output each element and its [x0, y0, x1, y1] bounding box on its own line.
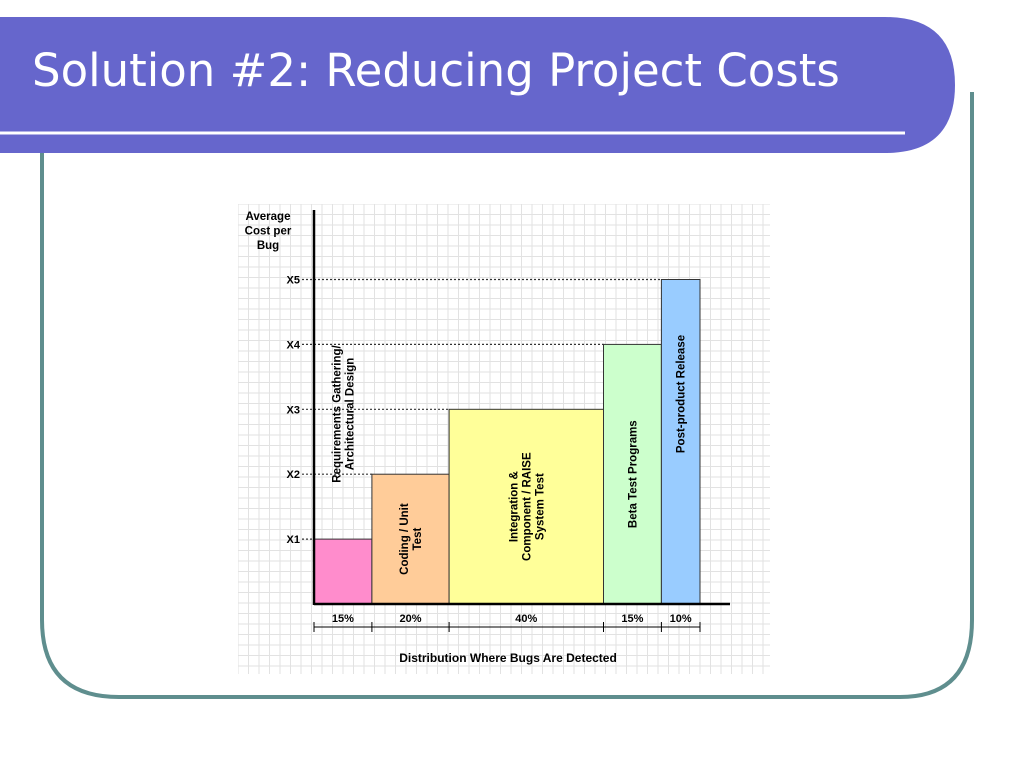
bar-label: Post-product Release: [676, 335, 688, 453]
bar: [660, 279, 701, 605]
bar-label-line: Architectural Design: [344, 358, 356, 470]
labels: X1 X2 X3 X4 X5 Average Cost per Bug Requirements…: [245, 211, 692, 665]
bar-label: Coding / Unit Test: [399, 503, 424, 575]
bar-label: Requirements Gathering/Architectural Des…: [331, 345, 356, 483]
bar-label-line: Post-product Release: [676, 335, 688, 453]
bar-label-line: System Test: [534, 473, 546, 540]
y-tick-label: X1: [287, 534, 300, 546]
bar: [448, 408, 604, 605]
y-axis-label: Bug: [257, 240, 279, 252]
bar: [313, 538, 373, 605]
cost-per-bug-chart: X1 X2 X3 X4 X5 Average Cost per Bug Requirements…: [238, 204, 770, 674]
bar-label: Beta Test Programs: [627, 420, 639, 528]
bar: [371, 473, 450, 605]
y-axis-label: Average: [246, 211, 291, 223]
value-gridlines: [302, 278, 662, 540]
bar-label-line: Requirements Gathering/: [331, 345, 343, 483]
axes: [312, 210, 730, 632]
bar-label-line: Beta Test Programs: [627, 420, 639, 528]
share-label: 40%: [515, 613, 537, 625]
y-tick-label: X4: [287, 339, 301, 351]
title-band: [0, 17, 955, 153]
bar-label-line: Test: [412, 528, 424, 551]
content-frame: [40, 92, 974, 699]
share-label: 15%: [621, 613, 643, 625]
y-tick-label: X3: [287, 404, 300, 416]
bar-label: Integration & Component / RAISE System Tes…: [508, 452, 546, 561]
bar-label-line: Coding / Unit: [399, 503, 411, 575]
y-axis-label: Cost per: [245, 226, 292, 238]
y-tick-label: X2: [287, 469, 300, 481]
bar-label-line: Integration &: [508, 471, 520, 542]
x-axis-label: Distribution Where Bugs Are Detected: [399, 651, 617, 665]
share-label: 10%: [670, 613, 692, 625]
bar-label-line: Component / RAISE: [521, 452, 533, 561]
slide-title: Solution #2: Reducing Project Costs: [32, 44, 840, 97]
share-label: 15%: [332, 613, 354, 625]
bars: [313, 279, 701, 605]
bar: [603, 343, 662, 605]
share-label: 20%: [399, 613, 421, 625]
y-tick-label: X5: [287, 275, 300, 287]
